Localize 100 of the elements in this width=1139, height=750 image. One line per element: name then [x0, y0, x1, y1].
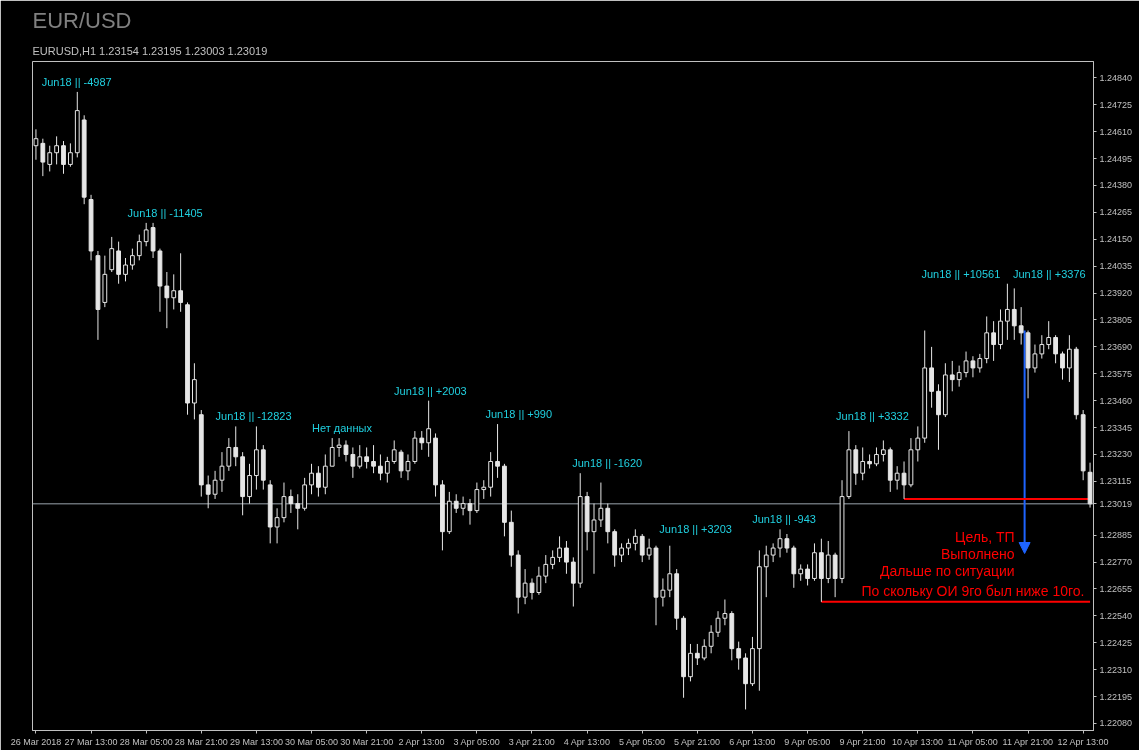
candlestick: [708, 624, 714, 654]
x-tick-label: 26 Mar 2018: [10, 736, 62, 747]
candlestick: [247, 463, 252, 505]
candlestick: [192, 362, 197, 420]
x-tick-label: 11 Apr 05:00: [947, 736, 998, 747]
candlestick: [694, 643, 700, 666]
candlestick: [357, 444, 363, 470]
candlestick: [550, 549, 556, 570]
annotation: Jun18 || +3332: [836, 410, 909, 423]
y-tick-label: 1.23230: [1099, 449, 1133, 460]
y-tick-label: 1.22885: [1099, 530, 1133, 541]
ref-line-label: 1.23019: [1099, 498, 1133, 509]
y-tick-label: 1.22080: [1099, 718, 1133, 729]
x-tick-label: 30 Mar 05:00: [285, 736, 339, 747]
candlestick: [915, 425, 921, 462]
x-tick-label: 29 Mar 13:00: [229, 736, 283, 747]
candlestick: [805, 563, 810, 586]
candlestick: [1039, 334, 1045, 360]
x-tick-label: 3 Apr 05:00: [453, 736, 500, 747]
annotation: Jun18 || +2003: [394, 384, 467, 397]
annotation: Jun18 || +3203: [659, 522, 732, 535]
candlestick: [226, 437, 232, 472]
x-tick-label: 12 Apr 13:00: [1057, 736, 1109, 747]
y-tick-label: 1.24840: [1099, 72, 1133, 83]
annotation: Нет данных: [312, 422, 373, 435]
candlestick: [364, 446, 370, 470]
y-tick-label: 1.22425: [1099, 637, 1133, 648]
y-tick-label: 1.22655: [1099, 583, 1133, 594]
x-tick-label: 27 Mar 13:00: [64, 736, 118, 747]
candlestick: [598, 482, 604, 528]
y-tick-label: 1.24610: [1099, 126, 1133, 137]
x-tick-label: 5 Apr 05:00: [618, 736, 666, 747]
candlestick: [853, 444, 859, 486]
candlestick: [419, 430, 425, 451]
y-tick-label: 1.24150: [1099, 234, 1133, 245]
x-tick-label: 4 Apr 13:00: [563, 736, 610, 747]
x-tick-label: 9 Apr 05:00: [784, 736, 831, 747]
x-tick-label: 2 Apr 13:00: [398, 736, 445, 747]
y-tick-label: 1.22310: [1099, 664, 1133, 675]
x-tick-label: 28 Mar 21:00: [174, 736, 228, 747]
candlestick: [274, 507, 280, 544]
candlestick: [1046, 320, 1052, 350]
y-tick-label: 1.23345: [1099, 422, 1133, 433]
candlestick: [40, 138, 46, 177]
y-tick-label: 1.24725: [1099, 99, 1133, 110]
y-tick-label: 1.22770: [1099, 557, 1133, 568]
x-tick-label: 11 Apr 21:00: [1002, 736, 1053, 747]
candlestick: [949, 360, 955, 392]
chart-title: EUR/USD: [32, 7, 132, 33]
candlestick: [219, 451, 225, 493]
candlestick: [136, 234, 142, 261]
y-tick-label: 1.24380: [1099, 180, 1133, 191]
x-tick-label: 30 Mar 21:00: [340, 736, 394, 747]
annotation: Jun18 || -943: [752, 513, 816, 526]
candlestick: [936, 383, 941, 451]
y-tick-label: 1.24035: [1099, 261, 1133, 272]
candlestick: [715, 610, 721, 638]
candlestick: [1018, 306, 1024, 346]
y-tick-label: 1.23115: [1099, 476, 1132, 487]
annotation: Jun18 || -12823: [215, 410, 292, 423]
candlestick: [1004, 283, 1010, 341]
x-tick-label: 5 Apr 21:00: [674, 736, 721, 747]
candlestick: [426, 400, 432, 458]
y-tick-label: 1.22540: [1099, 610, 1133, 621]
x-tick-label: 3 Apr 21:00: [508, 736, 555, 747]
candlestick: [481, 479, 487, 500]
candlestick: [825, 540, 831, 584]
candlestick: [61, 140, 66, 175]
candlestick: [309, 463, 314, 495]
y-tick-label: 1.24265: [1099, 207, 1133, 218]
candlestick: [860, 446, 866, 481]
annotation: Jun18 || -4987: [41, 75, 112, 88]
candlestick: [130, 248, 135, 271]
annotation: Jun18 || +990: [485, 408, 553, 421]
candlestick: [54, 135, 60, 165]
candlestick: [1011, 287, 1017, 341]
candlestick: [770, 542, 776, 563]
candlestick: [68, 142, 73, 168]
candlestick: [632, 528, 638, 551]
annotation: Jun18 || -1620: [572, 457, 643, 470]
candlestick: [722, 599, 728, 626]
candlestick: [212, 470, 218, 500]
candlestick: [47, 145, 53, 172]
candlestick: [322, 453, 328, 495]
candlestick: [1066, 334, 1072, 383]
candlestick: [350, 446, 356, 479]
chart-subtitle: EURUSD,H1 1.23154 1.23195 1.23003 1.23019: [32, 44, 268, 57]
candlestick: [612, 528, 618, 568]
candlestick: [378, 453, 383, 481]
y-tick-label: 1.23460: [1099, 395, 1133, 406]
y-tick-label: 1.23690: [1099, 341, 1133, 352]
candlestick: [295, 493, 301, 530]
candlestick: [150, 222, 156, 259]
candlestick: [991, 320, 996, 362]
candlestick: [391, 439, 397, 465]
candlestick: [109, 236, 115, 273]
annotation: Jun18 || +3376: [1012, 267, 1086, 280]
y-tick-label: 1.23575: [1099, 368, 1133, 379]
annotation: Цель, ТП Выполнено Дальше по ситуации: [880, 528, 1015, 579]
candlestick: [164, 271, 170, 329]
